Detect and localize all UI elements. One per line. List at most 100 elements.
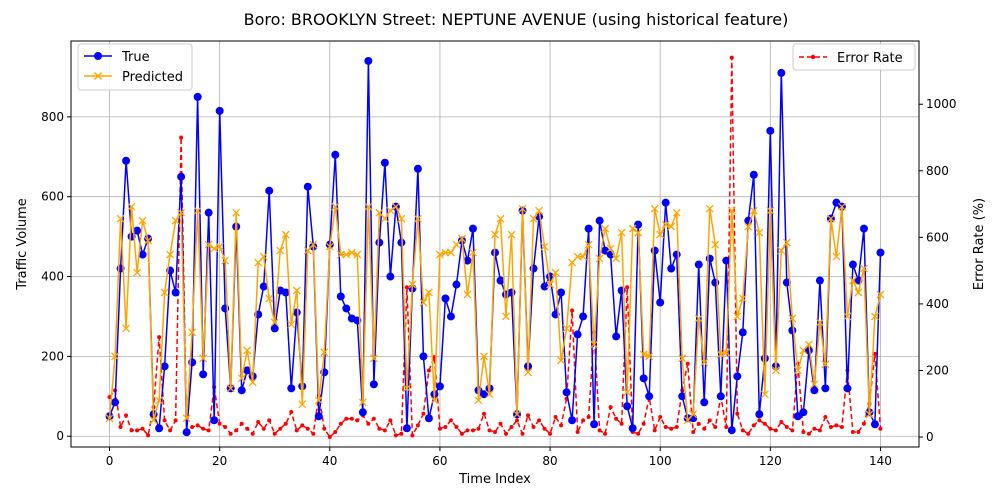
- predicted-point: [711, 240, 720, 249]
- y2-axis: 0 200 400 600 800 1000: [919, 97, 957, 444]
- error-rate-point: [806, 431, 811, 436]
- error-rate-point: [603, 431, 608, 436]
- true-point: [639, 374, 648, 383]
- error-rate-point: [498, 421, 503, 426]
- error-rate-point: [729, 55, 734, 60]
- y2-axis-label: Error Rate (%): [972, 198, 987, 290]
- predicted-point: [810, 380, 819, 389]
- error-rate-point: [839, 425, 844, 430]
- x-tick-label: 20: [212, 454, 227, 468]
- true-point: [402, 424, 411, 433]
- error-rate-point: [724, 425, 729, 430]
- true-point: [155, 424, 164, 433]
- true-point: [672, 250, 681, 259]
- error-rate-point: [515, 418, 520, 423]
- error-rate-point: [223, 425, 228, 430]
- x-tick-label: 40: [322, 454, 337, 468]
- predicted-point: [859, 264, 868, 273]
- true-point: [204, 208, 213, 217]
- true-point: [733, 372, 742, 381]
- error-rate-point: [415, 423, 420, 428]
- true-point: [496, 276, 505, 285]
- predicted-point: [579, 252, 588, 261]
- true-point: [782, 278, 791, 287]
- predicted-point: [424, 288, 433, 297]
- error-rate-point: [162, 418, 167, 423]
- predicted-point: [144, 236, 153, 245]
- predicted-point: [408, 280, 417, 289]
- predicted-point: [281, 230, 290, 239]
- error-rate-point: [311, 431, 316, 436]
- error-rate-point: [190, 425, 195, 430]
- predicted-point: [854, 288, 863, 297]
- predicted-point: [265, 294, 274, 303]
- predicted-point: [325, 242, 334, 251]
- error-rate-point: [245, 426, 250, 431]
- error-rate-point: [812, 426, 817, 431]
- legend-error-label: Error Rate: [837, 51, 903, 66]
- error-rate-point: [504, 431, 509, 436]
- true-point: [138, 250, 147, 259]
- true-point: [667, 264, 676, 273]
- true-point: [590, 420, 599, 429]
- error-rate-point: [426, 368, 431, 373]
- true-point: [287, 384, 296, 393]
- predicted-point: [782, 238, 791, 247]
- predicted-point: [199, 354, 208, 363]
- y2-tick-label: 600: [926, 230, 949, 244]
- error-rate-point: [322, 426, 327, 431]
- error-rate-point: [327, 435, 332, 440]
- true-point: [562, 388, 571, 397]
- true-point: [661, 198, 670, 207]
- true-point: [463, 256, 472, 265]
- y2-tick-label: 400: [926, 297, 949, 311]
- predicted-point: [397, 214, 406, 223]
- error-rate-point: [553, 415, 558, 420]
- error-rate-point: [773, 428, 778, 433]
- error-rate-point: [751, 423, 756, 428]
- predicted-point: [738, 294, 747, 303]
- legend-true-label: True: [121, 50, 150, 65]
- predicted-point: [116, 214, 125, 223]
- predicted-point: [634, 228, 643, 237]
- true-point: [755, 410, 764, 419]
- predicted-point: [391, 202, 400, 211]
- error-rate-point: [625, 285, 630, 290]
- error-rate-point: [542, 426, 547, 431]
- error-rate-point: [118, 425, 123, 430]
- y2-tick-label: 0: [926, 430, 934, 444]
- predicted-point: [364, 202, 373, 211]
- error-rate-point: [636, 431, 641, 436]
- legend-true-marker: [94, 52, 102, 60]
- predicted-point: [358, 398, 367, 407]
- error-rate-point: [481, 411, 486, 416]
- error-rate-point: [289, 410, 294, 415]
- error-rate-point: [135, 428, 140, 433]
- true-point: [160, 362, 169, 371]
- error-rate-point: [437, 426, 442, 431]
- predicted-point: [138, 216, 147, 225]
- true-point: [678, 392, 687, 401]
- error-rate-point: [470, 428, 475, 433]
- error-rate-point: [421, 411, 426, 416]
- true-point: [628, 424, 637, 433]
- predicted-point: [848, 276, 857, 285]
- predicted-point: [204, 240, 213, 249]
- predicted-point: [645, 352, 654, 361]
- predicted-point: [551, 268, 560, 277]
- x-tick-label: 0: [106, 454, 114, 468]
- y-tick-label: 800: [41, 110, 64, 124]
- true-point: [413, 164, 422, 173]
- predicted-point: [446, 248, 455, 257]
- error-rate-point: [663, 425, 668, 430]
- predicted-point: [353, 250, 362, 259]
- error-rate-point: [614, 416, 619, 421]
- error-rate-point: [443, 425, 448, 430]
- true-point: [336, 292, 345, 301]
- predicted-point: [760, 390, 769, 399]
- error-rate-point: [107, 395, 112, 400]
- predicted-point: [716, 350, 725, 359]
- true-point: [397, 238, 406, 247]
- predicted-point: [628, 224, 637, 233]
